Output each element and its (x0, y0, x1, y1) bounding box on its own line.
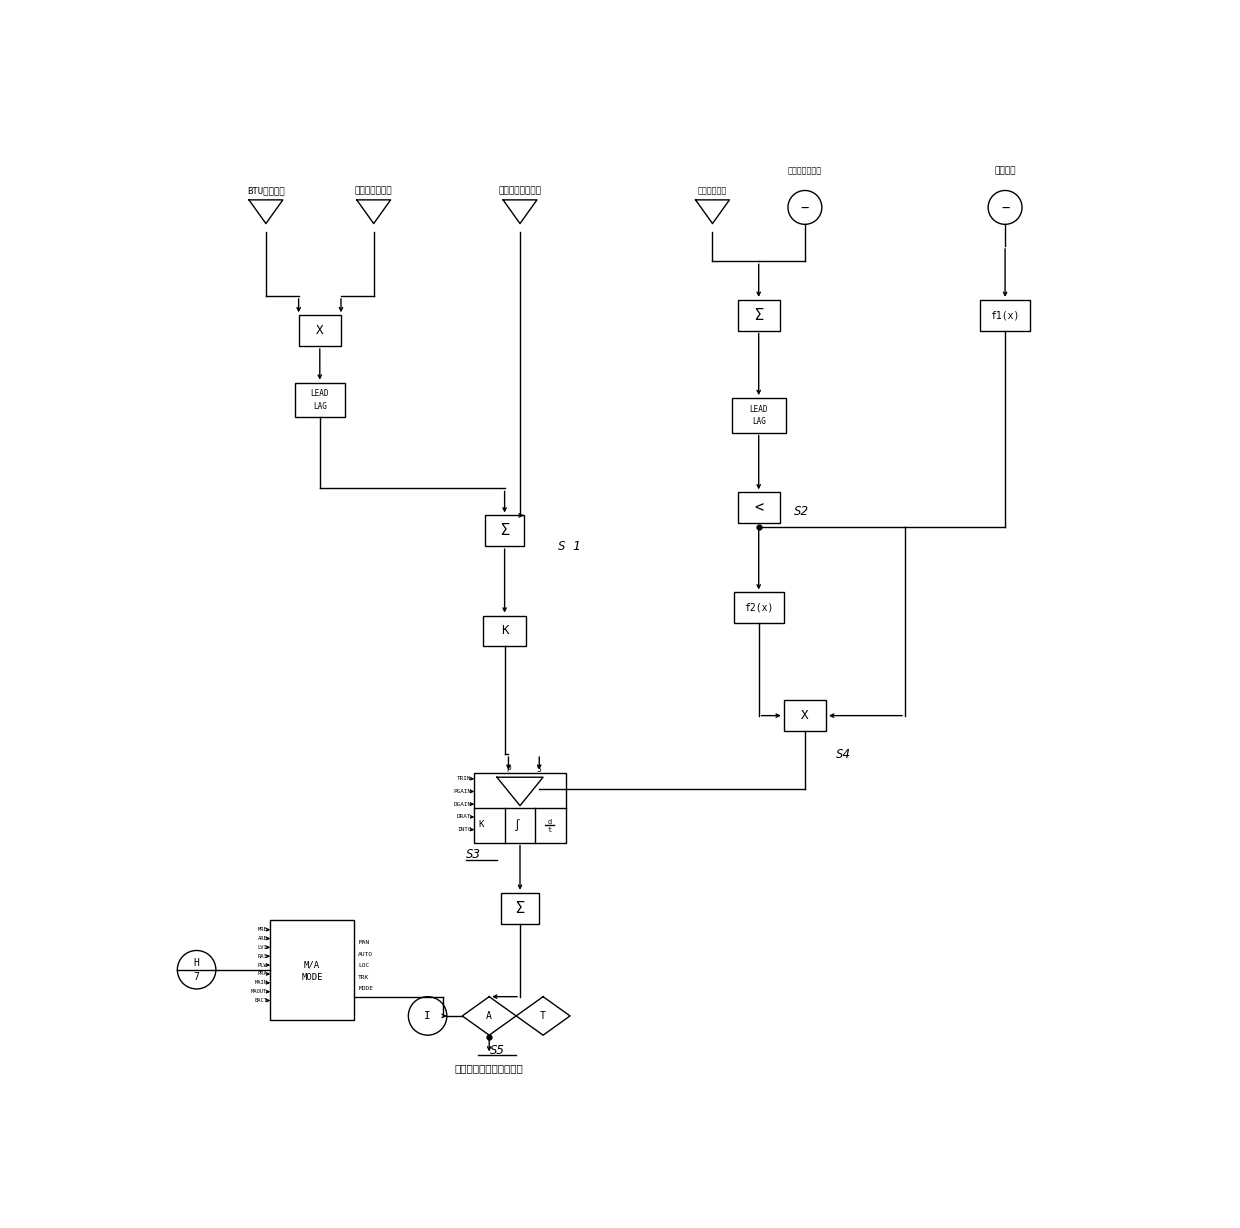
Text: PRA: PRA (258, 971, 268, 976)
Text: f1(x): f1(x) (991, 311, 1019, 321)
Text: AUTO: AUTO (358, 952, 373, 957)
Text: S5: S5 (490, 1044, 505, 1057)
Text: LAG: LAG (751, 418, 765, 426)
Bar (738, 492, 780, 523)
Text: LVI: LVI (258, 944, 268, 950)
Text: X: X (801, 709, 808, 722)
Text: S3: S3 (466, 847, 481, 861)
Text: DRAT: DRAT (458, 814, 471, 819)
Text: Σ: Σ (516, 900, 525, 916)
Text: Σ: Σ (500, 523, 510, 538)
Text: S2: S2 (794, 505, 808, 518)
Text: LEAD: LEAD (310, 389, 329, 398)
Text: PLW: PLW (258, 963, 268, 968)
Text: S4: S4 (836, 748, 851, 760)
Text: K: K (501, 624, 508, 637)
Text: DGAIN: DGAIN (454, 802, 471, 807)
Text: PGAIN: PGAIN (454, 788, 471, 795)
Bar (738, 300, 780, 330)
Text: 燃油换算后燃料量: 燃油换算后燃料量 (498, 185, 542, 195)
Text: MRE: MRE (258, 927, 268, 932)
Bar (295, 383, 345, 418)
Text: H: H (193, 958, 200, 968)
Text: 变负荷加速指令: 变负荷加速指令 (787, 166, 822, 174)
Text: M/A: M/A (304, 960, 320, 970)
Text: −: − (1001, 200, 1009, 215)
Text: K: K (479, 820, 484, 829)
Text: MODE: MODE (358, 986, 373, 991)
Text: ∫: ∫ (513, 819, 520, 831)
Bar (299, 316, 341, 346)
Text: 修正后瞬时煤量: 修正后瞬时煤量 (355, 185, 393, 195)
Text: <: < (754, 500, 764, 516)
Text: LOC: LOC (358, 964, 370, 969)
Text: 锅炉主控输出: 锅炉主控输出 (698, 185, 727, 195)
Bar (501, 893, 539, 923)
Text: Σ: Σ (754, 308, 764, 323)
Text: I: I (424, 1011, 432, 1020)
Text: TRIN: TRIN (458, 776, 471, 781)
Text: 机组负荷: 机组负荷 (994, 166, 1016, 174)
Text: f2(x): f2(x) (744, 603, 774, 613)
Text: MODE: MODE (301, 973, 322, 982)
Text: S: S (537, 765, 542, 774)
Text: BTU修正系数: BTU修正系数 (247, 185, 285, 195)
Text: INTG: INTG (458, 828, 471, 833)
Bar (734, 592, 784, 624)
Text: LAG: LAG (312, 402, 326, 410)
Text: TRK: TRK (358, 975, 370, 980)
Bar (980, 300, 1030, 330)
Text: MAN: MAN (358, 941, 370, 946)
Text: T: T (541, 1011, 546, 1020)
Bar (485, 516, 523, 546)
Bar (474, 774, 567, 842)
Text: LEAD: LEAD (749, 405, 768, 414)
Text: t: t (547, 828, 552, 834)
Bar (484, 615, 526, 646)
Text: ARE: ARE (258, 936, 268, 941)
Bar (270, 920, 355, 1019)
Text: S 1: S 1 (558, 540, 582, 553)
Text: d: d (547, 819, 552, 825)
Text: −: − (801, 200, 808, 215)
Text: 7: 7 (193, 973, 200, 982)
Text: RAI: RAI (258, 954, 268, 959)
Text: X: X (316, 324, 324, 338)
Text: A: A (486, 1011, 492, 1020)
Bar (784, 700, 826, 731)
Bar (732, 398, 786, 432)
Text: MAOUT: MAOUT (252, 990, 268, 995)
Text: BACT: BACT (254, 998, 268, 1003)
Text: P: P (506, 765, 511, 774)
Text: MAIN: MAIN (254, 980, 268, 985)
Text: 磨煤机容量风门平均指令: 磨煤机容量风门平均指令 (455, 1063, 523, 1073)
